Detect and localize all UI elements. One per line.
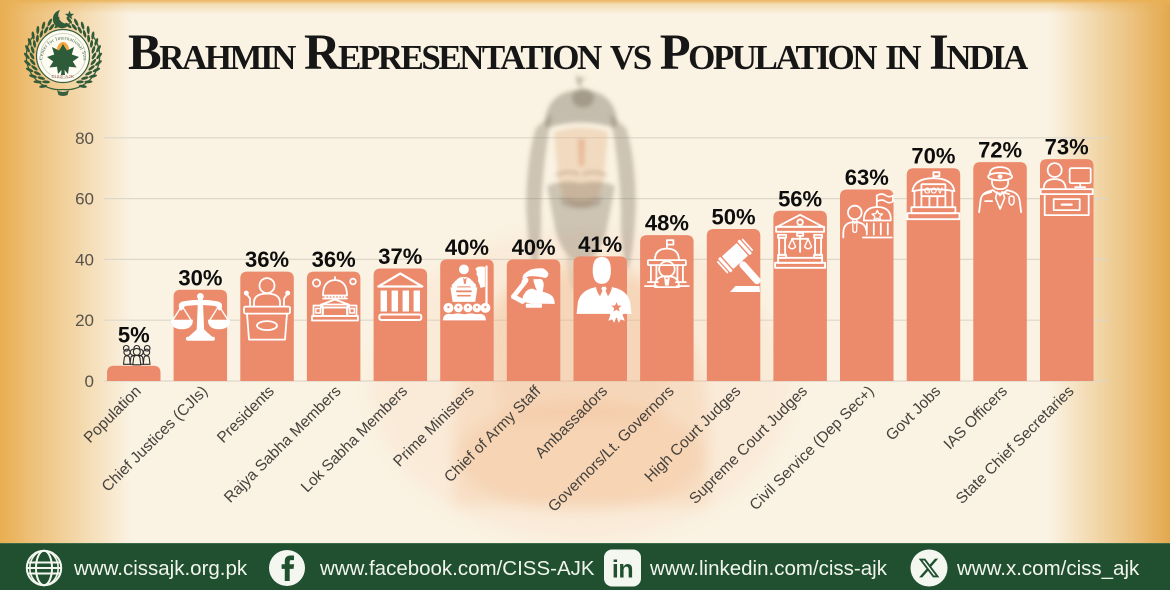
svg-text:40%: 40% (512, 235, 556, 260)
svg-text:5%: 5% (118, 322, 150, 347)
svg-text:41%: 41% (578, 232, 622, 257)
svg-text:72%: 72% (978, 138, 1022, 163)
svg-text:50%: 50% (711, 205, 755, 230)
svg-text:Govt Jobs: Govt Jobs (883, 383, 945, 445)
svg-text:37%: 37% (378, 244, 422, 269)
svg-text:56%: 56% (778, 186, 822, 211)
svg-text:36%: 36% (245, 247, 289, 272)
svg-text:www.x.com/ciss_ajk: www.x.com/ciss_ajk (956, 557, 1140, 580)
svg-text:Population: Population (81, 383, 145, 447)
svg-text:73%: 73% (1045, 135, 1089, 160)
svg-text:IAS Officers: IAS Officers (941, 383, 1011, 453)
svg-text:www.facebook.com/CISS-AJK: www.facebook.com/CISS-AJK (319, 557, 595, 580)
svg-text:40: 40 (75, 250, 94, 269)
svg-text:Rajya Sabha Members: Rajya Sabha Members (221, 383, 345, 507)
svg-text:20: 20 (75, 311, 94, 330)
svg-text:70%: 70% (911, 144, 955, 169)
svg-text:State Chief Secretaries: State Chief Secretaries (953, 383, 1078, 508)
svg-text:63%: 63% (845, 165, 889, 190)
svg-text:in: in (612, 556, 633, 584)
svg-text:60: 60 (75, 190, 94, 209)
svg-text:30%: 30% (178, 265, 222, 290)
svg-text:0: 0 (85, 372, 94, 391)
svg-text:www.linkedin.com/ciss-ajk: www.linkedin.com/ciss-ajk (649, 557, 888, 580)
svg-text:36%: 36% (312, 247, 356, 272)
svg-text:GOV: GOV (924, 186, 943, 196)
svg-text:Presidents: Presidents (214, 383, 278, 447)
svg-text:80: 80 (75, 129, 94, 148)
svg-text:40%: 40% (445, 235, 489, 260)
svg-text:www.cissajk.org.pk: www.cissajk.org.pk (73, 557, 248, 580)
svg-text:CISS-AJK: CISS-AJK (52, 74, 75, 79)
svg-text:48%: 48% (645, 211, 689, 236)
